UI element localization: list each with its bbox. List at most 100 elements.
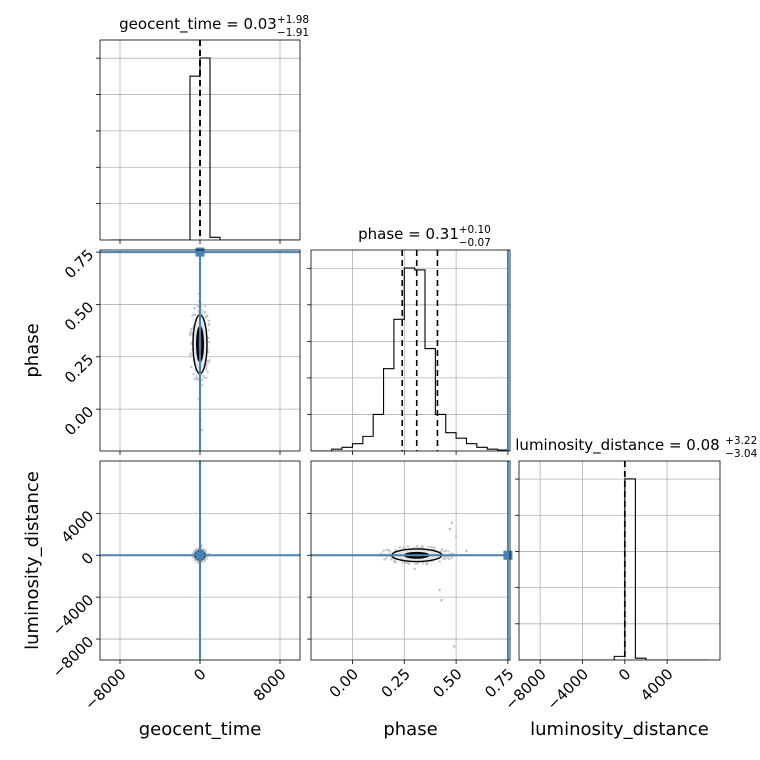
sample-point bbox=[204, 315, 208, 319]
sample-point bbox=[206, 370, 209, 374]
pair-geocent_time-phase bbox=[96, 247, 301, 455]
y-tick-label: 0 bbox=[78, 549, 97, 568]
sample-point bbox=[416, 545, 419, 548]
sample-point bbox=[425, 563, 429, 566]
sample-point bbox=[207, 328, 210, 332]
y-tick-label: 0.25 bbox=[61, 350, 97, 386]
x-axis-label: phase bbox=[383, 719, 437, 740]
sample-point bbox=[201, 312, 204, 316]
sample-point bbox=[438, 588, 441, 592]
histogram-luminosity_distance: luminosity_distance = 0.08 +3.22−3.04 bbox=[515, 435, 758, 664]
sample-point bbox=[387, 548, 391, 552]
panel-frame bbox=[518, 460, 721, 661]
y-tick-label: 0.00 bbox=[61, 403, 97, 439]
pair-content bbox=[311, 461, 510, 660]
title-lower-error: −0.07 bbox=[459, 237, 491, 249]
sample-point bbox=[419, 546, 423, 549]
sample-point bbox=[465, 549, 468, 553]
sample-point bbox=[421, 562, 425, 565]
sample-point bbox=[394, 560, 398, 564]
sample-point bbox=[385, 548, 388, 552]
sample-point bbox=[196, 561, 200, 564]
pair-content bbox=[100, 250, 300, 451]
sample-point bbox=[401, 561, 405, 564]
sample-point bbox=[443, 550, 446, 553]
title-upper-error: +1.98 bbox=[277, 14, 309, 26]
title-upper-error: +3.22 bbox=[725, 435, 757, 447]
sample-point bbox=[426, 545, 430, 549]
sample-point bbox=[197, 548, 200, 551]
sample-point bbox=[205, 376, 208, 380]
sample-point bbox=[207, 361, 210, 364]
sample-point bbox=[433, 546, 436, 549]
x-tick-label: 4000 bbox=[637, 665, 677, 705]
sample-point bbox=[201, 378, 204, 382]
sample-point bbox=[450, 521, 454, 525]
sample-point bbox=[205, 368, 208, 371]
panel-title: geocent_time = 0.03 bbox=[119, 15, 277, 34]
histogram-geocent_time: geocent_time = 0.03 +1.98−1.91 bbox=[96, 14, 309, 244]
sample-point bbox=[404, 561, 407, 565]
sample-point bbox=[203, 304, 207, 308]
sample-point bbox=[448, 557, 451, 561]
sample-point bbox=[207, 340, 211, 344]
sample-point bbox=[398, 545, 402, 549]
sample-point bbox=[451, 552, 454, 555]
sample-point bbox=[195, 375, 198, 378]
sample-point bbox=[416, 562, 419, 566]
sample-point bbox=[406, 545, 410, 548]
y-tick-label: 0.75 bbox=[61, 246, 97, 282]
grid bbox=[311, 250, 510, 451]
x-tick-label: 0 bbox=[615, 665, 634, 684]
grid bbox=[519, 461, 720, 660]
injection-marker bbox=[195, 550, 205, 560]
sample-point bbox=[202, 376, 206, 380]
sample-point bbox=[403, 546, 407, 550]
sample-point bbox=[392, 560, 396, 563]
sample-point bbox=[202, 374, 205, 378]
sample-point bbox=[442, 556, 446, 560]
sample-point bbox=[454, 535, 458, 538]
sample-point bbox=[189, 330, 192, 333]
sample-point bbox=[382, 549, 385, 553]
panel-frame bbox=[310, 249, 511, 452]
sample-point bbox=[192, 373, 195, 376]
sample-point bbox=[452, 644, 456, 648]
sample-point bbox=[197, 377, 200, 380]
panel-title: luminosity_distance = 0.08 bbox=[515, 436, 719, 455]
sample-point bbox=[440, 598, 443, 602]
x-tick-label: −8000 bbox=[81, 665, 130, 714]
sample-point bbox=[202, 310, 205, 313]
pair-content bbox=[100, 461, 300, 660]
y-tick-label: 0.50 bbox=[61, 298, 97, 334]
x-tick-label: 8000 bbox=[250, 665, 290, 705]
sample-point bbox=[389, 558, 393, 561]
y-tick-label: −4000 bbox=[49, 591, 98, 640]
sample-point bbox=[448, 527, 452, 531]
x-tick-label: 0.50 bbox=[429, 665, 465, 701]
y-tick-label: 4000 bbox=[58, 507, 98, 547]
sample-point bbox=[447, 550, 450, 553]
sample-point bbox=[193, 313, 197, 317]
sample-point bbox=[394, 548, 397, 552]
sample-point bbox=[207, 323, 210, 327]
sample-point bbox=[440, 547, 444, 551]
y-axis-label: luminosity_distance bbox=[22, 471, 43, 650]
injection-marker bbox=[503, 550, 513, 560]
sample-point bbox=[388, 550, 392, 553]
x-tick-label: 0.00 bbox=[326, 665, 362, 701]
title-lower-error: −3.04 bbox=[725, 448, 757, 460]
sample-point bbox=[189, 327, 193, 331]
sample-point bbox=[191, 313, 194, 317]
y-axis-label: phase bbox=[22, 323, 43, 377]
sample-point bbox=[189, 353, 192, 356]
x-axis-label: luminosity_distance bbox=[530, 719, 709, 740]
sample-point bbox=[414, 562, 417, 566]
sample-point bbox=[201, 383, 204, 387]
sample-point bbox=[188, 355, 192, 358]
pair-phase-luminosity_distance bbox=[307, 460, 513, 664]
panel-title: phase = 0.31 bbox=[358, 225, 459, 243]
x-tick-label: −4000 bbox=[544, 665, 593, 714]
panel-frame bbox=[310, 460, 511, 661]
sample-point bbox=[190, 365, 193, 369]
